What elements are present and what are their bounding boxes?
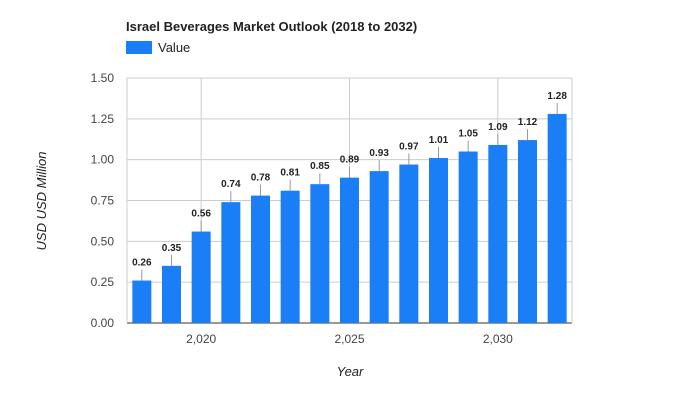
bar-2023 xyxy=(280,190,300,323)
data-label-2032: 1.28 xyxy=(547,91,567,102)
y-tick-label: 1.50 xyxy=(91,71,115,85)
data-label-2018: 0.26 xyxy=(132,258,152,269)
bar-2025 xyxy=(340,177,359,323)
chart-title: Israel Beverages Market Outlook (2018 to… xyxy=(126,19,417,34)
bar-2021 xyxy=(221,202,241,323)
x-axis-label: Year xyxy=(337,364,364,379)
data-label-2022: 0.78 xyxy=(251,173,271,184)
y-tick-label: 0.50 xyxy=(91,234,115,248)
bar-2026 xyxy=(369,171,389,323)
bar-2030 xyxy=(488,144,508,323)
data-labels: 0.26 0.35 0.56 0.74 0.78 0.81 0.85 0.89 0.93 0.97… xyxy=(132,91,567,281)
bar-2032 xyxy=(547,113,567,323)
data-label-2024: 0.85 xyxy=(310,161,330,172)
bar-2020 xyxy=(191,231,211,323)
data-label-2027: 0.97 xyxy=(399,142,419,153)
x-tick-label: 2,020 xyxy=(186,332,216,346)
data-label-2023: 0.81 xyxy=(280,168,300,179)
y-axis-ticks: 0.00 0.25 0.50 0.75 1.00 1.25 1.50 xyxy=(91,71,115,330)
y-tick-label: 0.25 xyxy=(91,275,115,289)
data-label-2031: 1.12 xyxy=(518,117,538,128)
data-label-2021: 0.74 xyxy=(221,179,241,190)
data-label-2025: 0.89 xyxy=(340,155,360,166)
bar-2031 xyxy=(518,140,537,323)
y-tick-label: 1.25 xyxy=(91,112,115,126)
data-label-2020: 0.56 xyxy=(191,209,211,220)
bar-2018 xyxy=(132,280,152,323)
bar-2029 xyxy=(458,151,478,323)
legend-label-value: Value xyxy=(158,40,190,55)
y-tick-label: 0.00 xyxy=(91,316,115,330)
bar-2024 xyxy=(310,184,330,323)
data-label-2026: 0.93 xyxy=(369,148,389,159)
data-label-2019: 0.35 xyxy=(162,243,182,254)
bar-2022 xyxy=(251,195,270,323)
x-axis-ticks: 2,020 2,025 2,030 xyxy=(186,332,513,346)
x-tick-label: 2,025 xyxy=(334,332,364,346)
y-tick-label: 0.75 xyxy=(91,194,115,208)
x-tick-label: 2,030 xyxy=(483,332,513,346)
bar-2028 xyxy=(429,158,448,323)
data-label-2030: 1.09 xyxy=(488,122,508,133)
data-label-2028: 1.01 xyxy=(429,135,449,146)
legend: Value xyxy=(126,40,190,55)
bar-2027 xyxy=(399,164,419,323)
bar-2019 xyxy=(162,265,181,323)
y-axis-label: USD USD Million xyxy=(34,152,49,251)
y-tick-label: 1.00 xyxy=(91,153,115,167)
data-label-2029: 1.05 xyxy=(458,129,478,140)
legend-swatch-value xyxy=(126,41,152,54)
bars xyxy=(132,113,567,323)
